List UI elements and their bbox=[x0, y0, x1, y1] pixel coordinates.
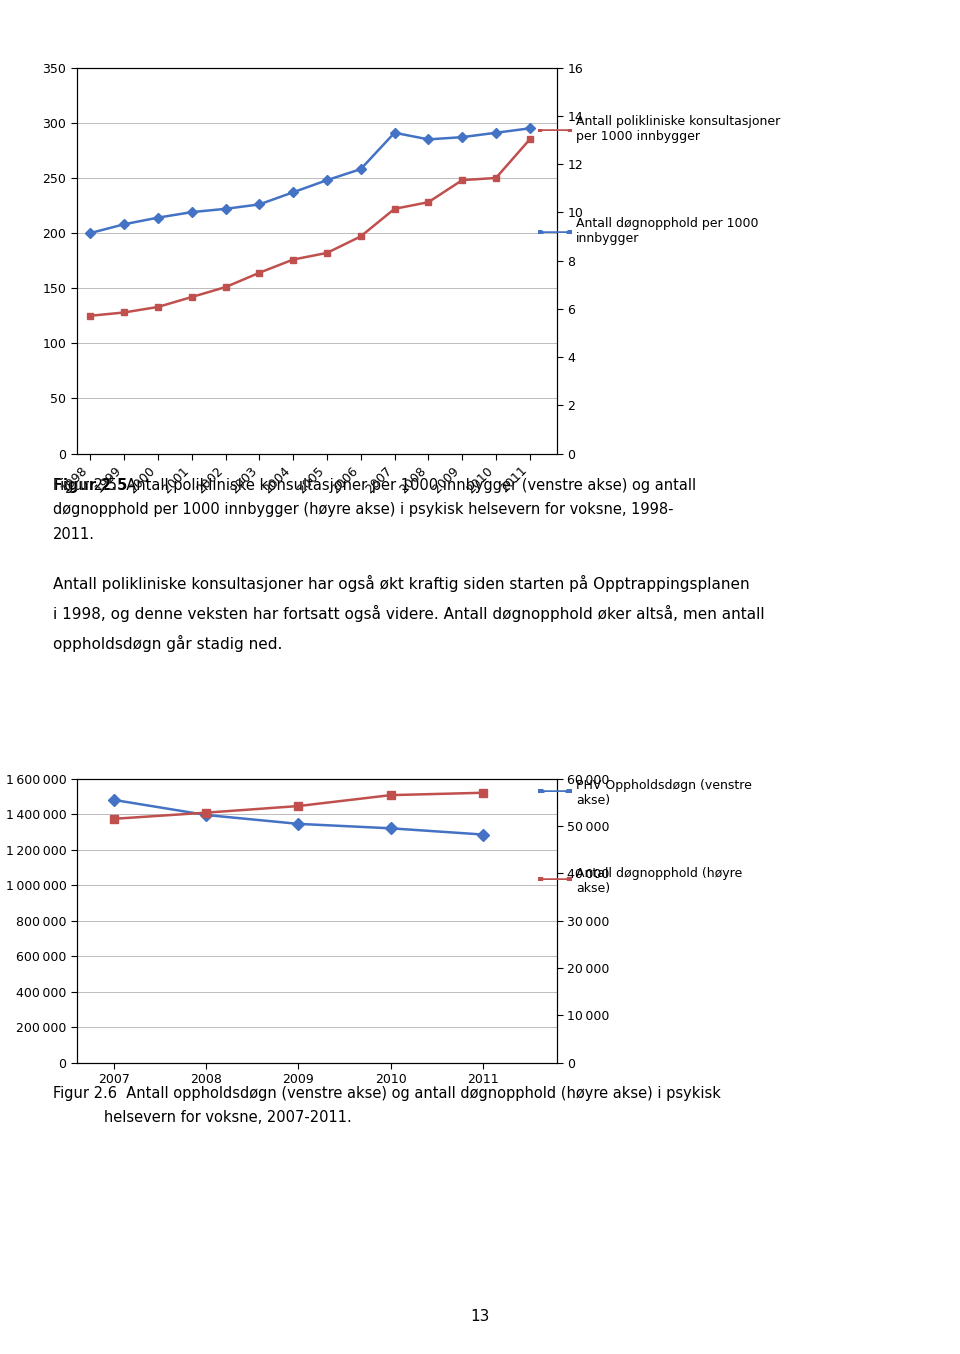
Text: Figur 2.5  Antall polikliniske konsultasjoner per 1000 innbygger (venstre akse) : Figur 2.5 Antall polikliniske konsultasj… bbox=[53, 478, 960, 493]
Text: Figur 2.6  Antall oppholdsdøgn (venstre akse) og antall døgnopphold (høyre akse): Figur 2.6 Antall oppholdsdøgn (venstre a… bbox=[53, 1086, 721, 1101]
Text: PHV Oppholdsdøgn (venstre
akse): PHV Oppholdsdøgn (venstre akse) bbox=[576, 779, 752, 807]
Text: 2011.: 2011. bbox=[53, 527, 95, 542]
Text: døgnopphold per 1000 innbygger (høyre akse) i psykisk helsevern for voksne, 1998: døgnopphold per 1000 innbygger (høyre ak… bbox=[53, 502, 673, 517]
Text: helsevern for voksne, 2007-2011.: helsevern for voksne, 2007-2011. bbox=[53, 1110, 351, 1125]
Text: Figur 2.5  Antall polikliniske konsultasjoner per 1000 innbygger (venstre akse) : Figur 2.5 Antall polikliniske konsultasj… bbox=[53, 478, 696, 493]
Text: Antall polikliniske konsultasjoner har også økt kraftig siden starten på Opptrap: Antall polikliniske konsultasjoner har o… bbox=[53, 575, 750, 593]
Text: oppholdsdøgn går stadig ned.: oppholdsdøgn går stadig ned. bbox=[53, 635, 282, 653]
Text: i 1998, og denne veksten har fortsatt også videre. Antall døgnopphold øker altså: i 1998, og denne veksten har fortsatt og… bbox=[53, 605, 764, 623]
Text: Antall døgnopphold (høyre
akse): Antall døgnopphold (høyre akse) bbox=[576, 867, 742, 895]
Text: Antall døgnopphold per 1000
innbygger: Antall døgnopphold per 1000 innbygger bbox=[576, 217, 758, 245]
Text: Antall polikliniske konsultasjoner
per 1000 innbygger: Antall polikliniske konsultasjoner per 1… bbox=[576, 115, 780, 144]
Text: 13: 13 bbox=[470, 1309, 490, 1324]
Text: Figur 2.5: Figur 2.5 bbox=[53, 478, 127, 493]
